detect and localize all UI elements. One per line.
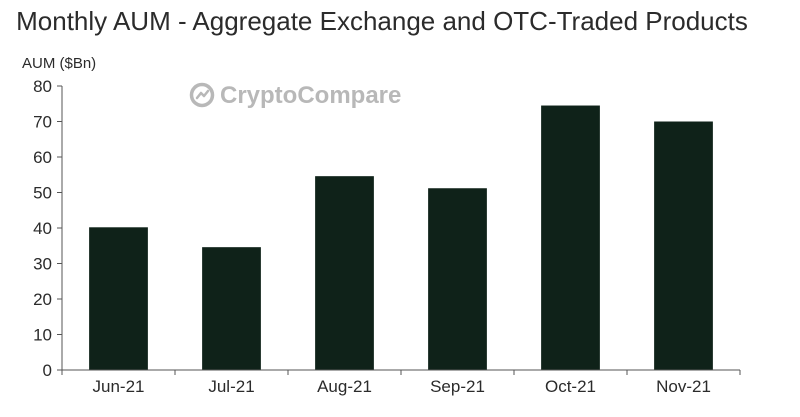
bar-sep-21 [428, 188, 487, 370]
bar-oct-21 [541, 105, 600, 371]
y-tick-label: 80 [33, 77, 52, 96]
x-tick-label: Aug-21 [317, 377, 372, 396]
x-tick-label: Jul-21 [208, 377, 254, 396]
bar-aug-21 [315, 176, 374, 370]
y-tick-label: 50 [33, 184, 52, 203]
y-axis: 0 10 20 30 40 50 60 70 80 [33, 77, 63, 380]
watermark: CryptoCompare [189, 82, 401, 109]
chart-title: Monthly AUM - Aggregate Exchange and OTC… [16, 6, 748, 36]
y-tick-label: 10 [33, 326, 52, 345]
bar-jun-21 [89, 227, 148, 370]
x-axis: Jun-21 Jul-21 Aug-21 Sep-21 Oct-21 Nov-21 [61, 369, 741, 396]
bars [89, 105, 713, 371]
watermark-text: CryptoCompare [220, 82, 401, 109]
cryptocompare-logo-icon [189, 82, 215, 108]
y-tick-label: 20 [33, 290, 52, 309]
y-tick-label: 60 [33, 148, 52, 167]
y-tick-label: 0 [43, 361, 52, 380]
x-tick-label: Sep-21 [430, 377, 485, 396]
y-tick-label: 70 [33, 113, 52, 132]
y-axis-label: AUM ($Bn) [22, 55, 96, 72]
bar-jul-21 [202, 247, 261, 370]
y-tick-label: 40 [33, 219, 52, 238]
x-tick-label: Nov-21 [656, 377, 711, 396]
x-tick-label: Oct-21 [545, 377, 596, 396]
bar-nov-21 [654, 121, 713, 370]
x-tick-label: Jun-21 [93, 377, 145, 396]
y-tick-label: 30 [33, 255, 52, 274]
